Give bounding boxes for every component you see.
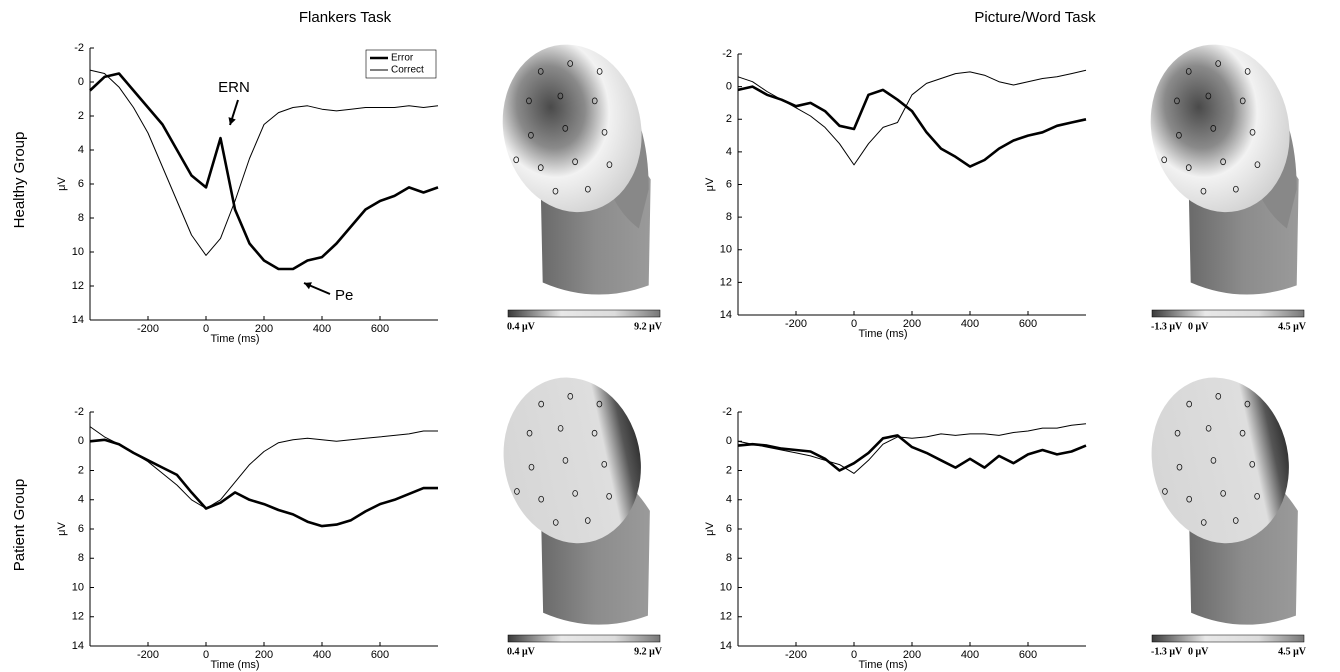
legend-label: Error (391, 53, 414, 64)
row-label: Healthy Group (11, 132, 28, 229)
x-tick-label: 0 (851, 649, 857, 661)
y-tick-label: 0 (78, 435, 84, 447)
y-axis-label: μV (704, 522, 716, 536)
y-tick-label: 14 (720, 309, 732, 321)
y-tick-label: 4 (78, 144, 84, 156)
data-line (90, 74, 438, 270)
x-tick-label: 400 (961, 649, 979, 661)
x-tick-label: 600 (1019, 649, 1037, 661)
x-tick-label: 0 (203, 649, 209, 661)
y-tick-label: 12 (720, 276, 732, 288)
topography-head (488, 365, 656, 625)
figure: Flankers Task Picture/Word Task Healthy … (0, 0, 1340, 672)
x-tick-label: 600 (1019, 318, 1037, 330)
y-tick-label: 8 (726, 552, 732, 564)
x-tick-label: 400 (313, 323, 331, 335)
y-tick-label: 10 (72, 246, 84, 258)
data-line (90, 70, 438, 255)
y-tick-label: 6 (78, 523, 84, 535)
colorbar (1152, 310, 1304, 317)
column-title: Flankers Task (299, 9, 392, 26)
x-tick-label: -200 (137, 649, 159, 661)
x-tick-label: 400 (961, 318, 979, 330)
y-tick-label: -2 (74, 42, 84, 54)
topography-head (487, 32, 657, 295)
y-axis-label: μV (704, 177, 716, 191)
x-tick-label: 600 (371, 323, 389, 335)
y-tick-label: 2 (726, 464, 732, 476)
y-tick-label: 14 (72, 640, 84, 652)
colorbar-label: 4.5 μV (1278, 646, 1307, 657)
data-line (90, 440, 438, 526)
x-tick-label: 0 (203, 323, 209, 335)
y-tick-label: 8 (726, 211, 732, 223)
row-label: Patient Group (11, 479, 28, 572)
data-line (738, 87, 1086, 167)
x-tick-label: -200 (137, 323, 159, 335)
y-tick-label: 10 (72, 581, 84, 593)
y-tick-label: 2 (78, 464, 84, 476)
y-tick-label: 10 (720, 581, 732, 593)
annotation: ERN (218, 79, 250, 96)
y-tick-label: 8 (78, 212, 84, 224)
annotation: Pe (335, 287, 353, 304)
x-axis-label: Time (ms) (858, 659, 907, 671)
topography-head (1136, 365, 1304, 625)
colorbar-label: 0 μV (1188, 321, 1209, 332)
topography-head (1135, 32, 1305, 295)
colorbar (508, 310, 660, 317)
colorbar-label: 0 μV (1188, 646, 1209, 657)
y-tick-label: 6 (726, 523, 732, 535)
y-tick-label: 2 (726, 113, 732, 125)
colorbar-label: 9.2 μV (634, 646, 663, 657)
y-tick-label: 0 (78, 76, 84, 88)
y-tick-label: 14 (72, 314, 84, 326)
y-tick-label: 2 (78, 110, 84, 122)
y-tick-label: 0 (726, 435, 732, 447)
colorbar-label: -1.3 μV (1151, 646, 1183, 657)
y-tick-label: 8 (78, 552, 84, 564)
x-tick-label: -200 (785, 649, 807, 661)
x-axis-label: Time (ms) (210, 333, 259, 345)
y-axis-label: μV (56, 177, 68, 191)
y-tick-label: 6 (726, 178, 732, 190)
data-line (90, 427, 438, 509)
data-line (738, 70, 1086, 165)
colorbar-label: 0.4 μV (507, 321, 536, 332)
y-tick-label: 0 (726, 81, 732, 93)
x-tick-label: 600 (371, 649, 389, 661)
y-tick-label: 10 (720, 244, 732, 256)
y-tick-label: 12 (72, 611, 84, 623)
y-axis-label: μV (56, 522, 68, 536)
y-tick-label: -2 (722, 406, 732, 418)
data-line (738, 435, 1086, 470)
y-tick-label: 6 (78, 178, 84, 190)
legend-label: Correct (391, 65, 424, 76)
x-axis-label: Time (ms) (858, 328, 907, 340)
x-tick-label: -200 (785, 318, 807, 330)
y-tick-label: 4 (726, 146, 732, 158)
colorbar-label: 4.5 μV (1278, 321, 1307, 332)
column-title: Picture/Word Task (974, 9, 1096, 26)
y-tick-label: 12 (72, 280, 84, 292)
y-tick-label: 4 (78, 494, 84, 506)
colorbar (508, 635, 660, 642)
colorbar-label: 0.4 μV (507, 646, 536, 657)
y-tick-label: 14 (720, 640, 732, 652)
colorbar-label: -1.3 μV (1151, 321, 1183, 332)
x-axis-label: Time (ms) (210, 659, 259, 671)
y-tick-label: -2 (74, 406, 84, 418)
y-tick-label: 4 (726, 494, 732, 506)
y-tick-label: -2 (722, 48, 732, 60)
y-tick-label: 12 (720, 611, 732, 623)
x-tick-label: 400 (313, 649, 331, 661)
x-tick-label: 0 (851, 318, 857, 330)
colorbar-label: 9.2 μV (634, 321, 663, 332)
colorbar (1152, 635, 1304, 642)
